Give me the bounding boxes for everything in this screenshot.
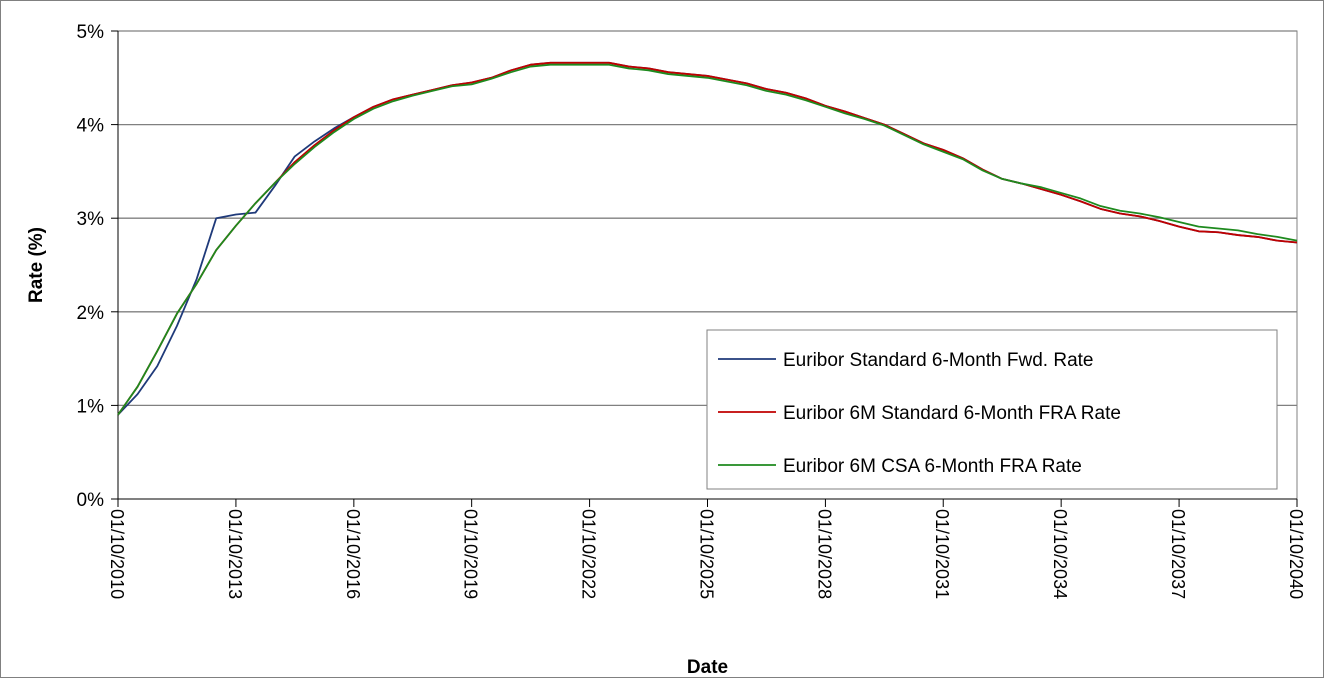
x-tick-label: 01/10/2016: [343, 509, 363, 599]
legend-label-3: Euribor 6M CSA 6-Month FRA Rate: [783, 456, 1082, 477]
y-tick-label: 4%: [77, 116, 105, 137]
x-tick-labels: 01/10/2010 01/10/2013 01/10/2016 01/10/2019…: [107, 509, 1306, 599]
x-tick-label: 01/10/2013: [225, 509, 245, 599]
x-tick-label: 01/10/2022: [579, 509, 599, 599]
legend: Euribor Standard 6-Month Fwd. Rate Euribo…: [706, 329, 1278, 490]
y-tick-label: 2%: [77, 303, 105, 324]
x-tick-label: 01/10/2040: [1286, 509, 1306, 599]
x-tick-label: 01/10/2034: [1050, 509, 1070, 599]
legend-label-2: Euribor 6M Standard 6-Month FRA Rate: [783, 403, 1121, 424]
x-tick-label: 01/10/2028: [814, 509, 834, 599]
x-tick-label: 01/10/2010: [107, 509, 127, 599]
series-line-2: [117, 61, 1298, 416]
x-tick-label: 01/10/2025: [697, 509, 717, 599]
series-lines: [117, 61, 1298, 416]
x-tick-label: 01/10/2019: [461, 509, 481, 599]
x-tick-label: 01/10/2031: [932, 509, 952, 599]
legend-label-1: Euribor Standard 6-Month Fwd. Rate: [783, 350, 1094, 371]
y-tick-label: 1%: [77, 396, 105, 417]
x-tick-label: 01/10/2037: [1168, 509, 1188, 599]
legend-box: [706, 329, 1278, 490]
axes: [111, 30, 1298, 507]
y-axis-title: Rate (%): [26, 227, 47, 303]
series-line-3: [117, 63, 1298, 416]
y-tick-label: 3%: [77, 209, 105, 230]
y-tick-label: 5%: [77, 22, 105, 43]
y-tick-label: 0%: [77, 490, 105, 511]
legend-items: Euribor Standard 6-Month Fwd. Rate Euribo…: [718, 350, 1121, 477]
y-tick-labels: 0% 1% 2% 3% 4% 5%: [77, 22, 105, 511]
x-axis-title: Date: [687, 657, 728, 678]
